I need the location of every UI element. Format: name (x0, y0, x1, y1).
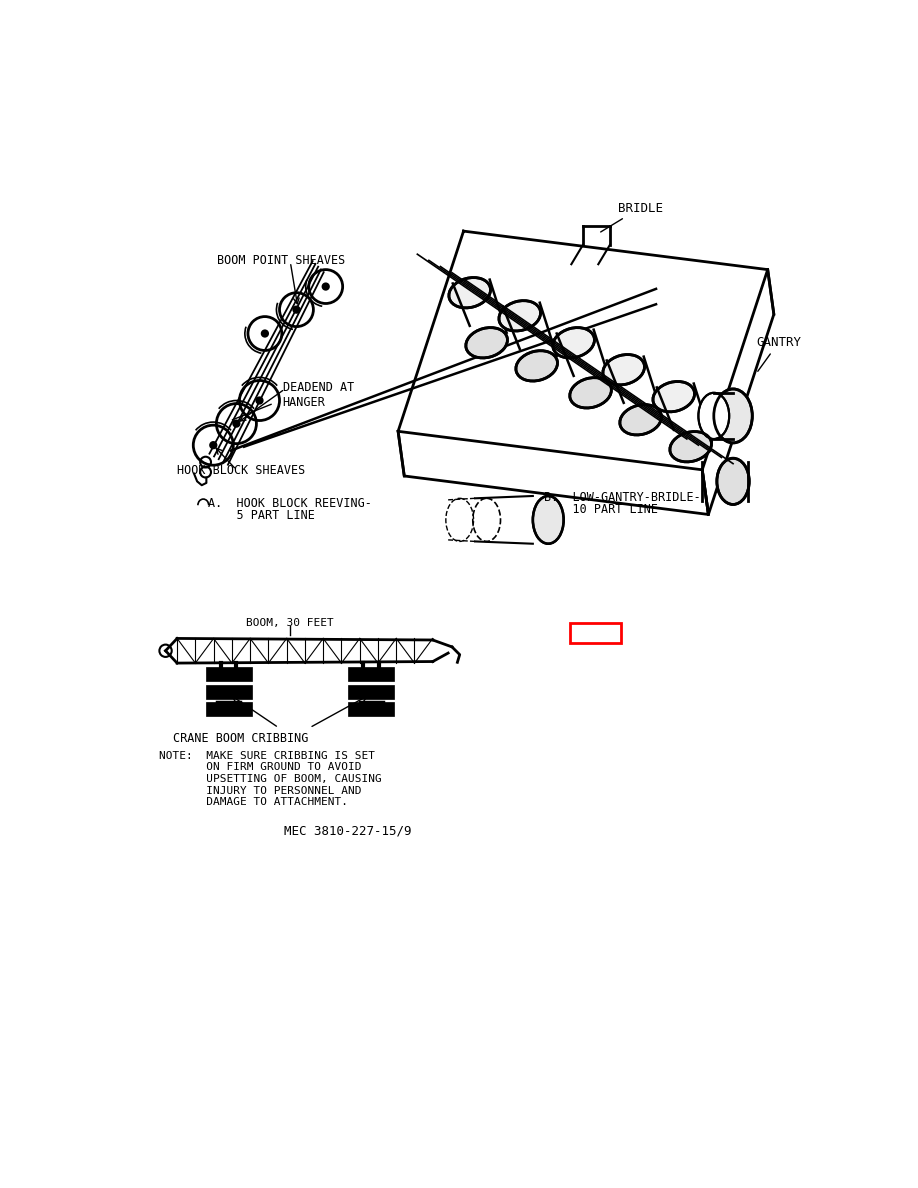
Text: DAMAGE TO ATTACHMENT.: DAMAGE TO ATTACHMENT. (160, 797, 349, 807)
Ellipse shape (620, 405, 662, 435)
Ellipse shape (532, 497, 564, 544)
Ellipse shape (653, 381, 695, 412)
Text: 10 PART LINE: 10 PART LINE (544, 503, 658, 516)
Ellipse shape (670, 431, 711, 462)
Circle shape (262, 330, 268, 336)
Bar (206, 684, 252, 699)
Text: MEC 3810-227-15/9: MEC 3810-227-15/9 (285, 824, 412, 838)
Ellipse shape (499, 301, 541, 331)
Circle shape (210, 442, 217, 448)
Ellipse shape (553, 328, 595, 358)
Ellipse shape (516, 350, 557, 381)
Bar (206, 702, 252, 716)
Text: CRANE BOOM CRIBBING: CRANE BOOM CRIBBING (173, 732, 308, 745)
Text: GANTRY: GANTRY (756, 336, 801, 372)
Bar (348, 666, 394, 681)
Text: NOTE:  MAKE SURE CRIBBING IS SET: NOTE: MAKE SURE CRIBBING IS SET (160, 751, 375, 760)
Bar (348, 702, 394, 716)
Bar (348, 684, 394, 699)
Text: UPSETTING OF BOOM, CAUSING: UPSETTING OF BOOM, CAUSING (160, 773, 382, 784)
Text: A.  HOOK BLOCK REEVING-: A. HOOK BLOCK REEVING- (207, 497, 372, 510)
Ellipse shape (717, 459, 749, 505)
Text: ON FIRM GROUND TO AVOID: ON FIRM GROUND TO AVOID (160, 763, 362, 772)
Text: BOOM, 30 FEET: BOOM, 30 FEET (246, 618, 334, 627)
Ellipse shape (603, 354, 644, 385)
Ellipse shape (465, 328, 508, 358)
Text: HOOK BLOCK SHEAVES: HOOK BLOCK SHEAVES (177, 465, 306, 478)
Circle shape (322, 284, 329, 290)
Ellipse shape (449, 278, 490, 308)
Text: INJURY TO PERSONNEL AND: INJURY TO PERSONNEL AND (160, 785, 362, 796)
Circle shape (233, 421, 240, 426)
Text: B.  LOW-GANTRY-BRIDLE-: B. LOW-GANTRY-BRIDLE- (544, 491, 701, 504)
Text: BRIDLE: BRIDLE (600, 202, 663, 232)
Bar (206, 666, 252, 681)
Circle shape (294, 307, 299, 312)
Circle shape (256, 398, 263, 404)
Text: BOOM POINT SHEAVES: BOOM POINT SHEAVES (218, 254, 345, 267)
Ellipse shape (699, 393, 729, 440)
Ellipse shape (570, 378, 611, 407)
Ellipse shape (714, 388, 752, 443)
Text: DEADEND AT
HANGER: DEADEND AT HANGER (283, 381, 353, 409)
Bar (570, 623, 621, 643)
Text: 5 PART LINE: 5 PART LINE (207, 510, 315, 522)
